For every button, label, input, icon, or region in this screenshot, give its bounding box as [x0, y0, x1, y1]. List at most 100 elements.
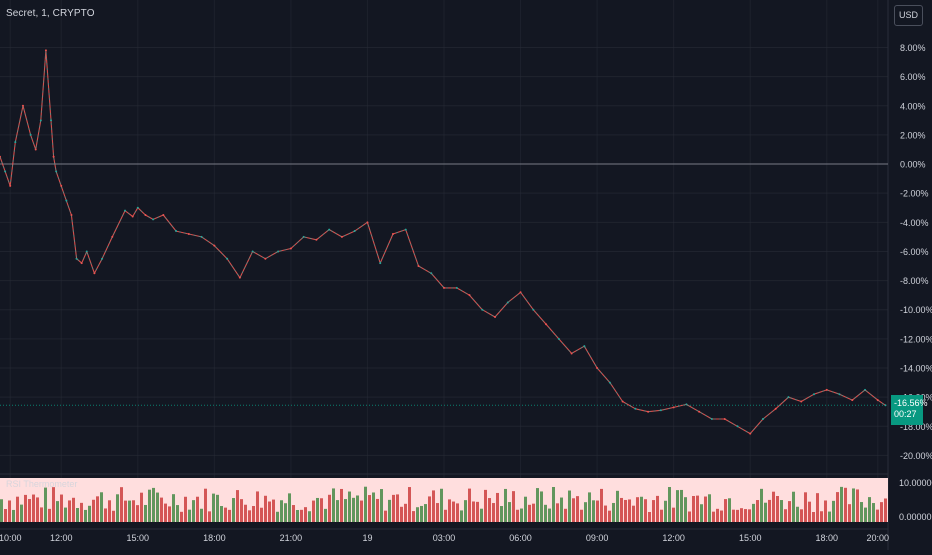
- rsi-thermometer-heatmap: [0, 478, 888, 522]
- thermometer-bar: [352, 497, 355, 522]
- last-price-tag: -16.56% 00:27: [891, 395, 928, 425]
- price-point: [162, 214, 165, 217]
- thermometer-bar: [656, 495, 659, 522]
- thermometer-bar: [704, 496, 707, 522]
- price-point: [353, 230, 356, 233]
- thermometer-bar: [104, 508, 107, 522]
- thermometer-bar: [204, 488, 207, 522]
- thermometer-bar: [552, 486, 555, 522]
- price-line: [0, 49, 886, 435]
- price-point: [468, 294, 471, 297]
- price-point: [545, 323, 548, 326]
- thermometer-bar: [432, 490, 435, 522]
- thermometer-bar: [584, 502, 587, 522]
- grid-lines: [0, 0, 889, 550]
- symbol-label[interactable]: Secret, 1, CRYPTO: [6, 8, 95, 19]
- thermometer-bar: [136, 505, 139, 522]
- thermometer-bar: [484, 489, 487, 522]
- price-point: [774, 407, 777, 410]
- y-tick-label: 8.00%: [900, 43, 926, 53]
- thermometer-bar: [488, 498, 491, 522]
- price-point: [70, 214, 73, 217]
- thermometer-bar: [176, 505, 179, 522]
- price-point: [65, 199, 68, 202]
- thermometer-bar: [560, 497, 563, 522]
- thermometer-bar: [796, 506, 799, 522]
- thermometer-bar: [600, 488, 603, 522]
- thermometer-bar: [852, 488, 855, 522]
- thermometer-bar: [40, 507, 43, 522]
- x-tick-label: 06:00: [509, 533, 532, 543]
- thermometer-bar: [696, 495, 699, 522]
- thermometer-bar: [544, 504, 547, 522]
- y-tick-label: -10.00%: [900, 305, 932, 315]
- indicator-tick-label: 0.00000: [899, 512, 932, 522]
- thermometer-bar: [880, 502, 883, 522]
- currency-button[interactable]: USD: [894, 5, 923, 26]
- thermometer-bar: [692, 495, 695, 522]
- thermometer-bar: [440, 488, 443, 522]
- price-point: [4, 170, 7, 173]
- thermometer-bar: [372, 492, 375, 522]
- thermometer-bar: [452, 501, 455, 522]
- thermometer-bar: [428, 496, 431, 522]
- price-point: [85, 250, 88, 253]
- thermometer-bar: [24, 494, 27, 522]
- indicator-label[interactable]: RSI Thermometer: [6, 479, 78, 489]
- thermometer-bar: [256, 491, 259, 522]
- thermometer-bar: [676, 490, 679, 522]
- price-point: [761, 418, 764, 421]
- thermometer-bar: [328, 494, 331, 522]
- thermometer-bar: [300, 509, 303, 522]
- price-point: [175, 230, 178, 233]
- price-point: [328, 228, 331, 231]
- price-point: [136, 206, 139, 209]
- price-point: [884, 404, 887, 407]
- price-point: [749, 432, 752, 435]
- thermometer-bar: [632, 505, 635, 522]
- thermometer-bar: [180, 511, 183, 522]
- price-point: [302, 235, 305, 238]
- thermometer-bar: [52, 487, 55, 522]
- thermometer-bar: [80, 502, 83, 522]
- x-tick-label: 12:00: [662, 533, 685, 543]
- thermometer-bar: [96, 496, 99, 522]
- thermometer-bar: [588, 492, 591, 522]
- thermometer-bar: [244, 504, 247, 522]
- thermometer-bar: [500, 506, 503, 522]
- x-tick-label: 20:00: [867, 533, 890, 543]
- thermometer-bar: [376, 498, 379, 522]
- price-point: [39, 119, 42, 122]
- price-point: [455, 286, 458, 289]
- thermometer-bar: [812, 511, 815, 522]
- thermometer-bar: [64, 507, 67, 522]
- thermometer-bar: [724, 499, 727, 522]
- price-point: [876, 399, 879, 402]
- thermometer-bar: [56, 501, 59, 522]
- thermometer-bar: [364, 486, 367, 522]
- thermometer-bar: [800, 509, 803, 522]
- thermometer-bar: [148, 489, 151, 522]
- thermometer-bar: [312, 500, 315, 522]
- thermometer-bar: [420, 505, 423, 522]
- thermometer-bar: [268, 501, 271, 522]
- price-point: [813, 393, 815, 396]
- thermometer-bar: [856, 489, 859, 522]
- thermometer-bar: [740, 508, 743, 522]
- thermometer-bar: [152, 487, 155, 522]
- thermometer-bar: [356, 495, 359, 522]
- thermometer-bar: [284, 503, 287, 522]
- thermometer-bar: [400, 506, 403, 522]
- thermometer-bar: [92, 499, 95, 522]
- thermometer-bar: [168, 506, 171, 522]
- thermometer-bar: [556, 503, 559, 522]
- thermometer-bar: [608, 510, 611, 522]
- x-tick-label: 19: [362, 533, 372, 543]
- thermometer-bar: [228, 509, 231, 522]
- thermometer-bar: [88, 505, 91, 522]
- price-point: [494, 316, 497, 319]
- thermometer-bar: [616, 490, 619, 522]
- thermometer-bar: [380, 489, 383, 522]
- price-point: [659, 409, 662, 412]
